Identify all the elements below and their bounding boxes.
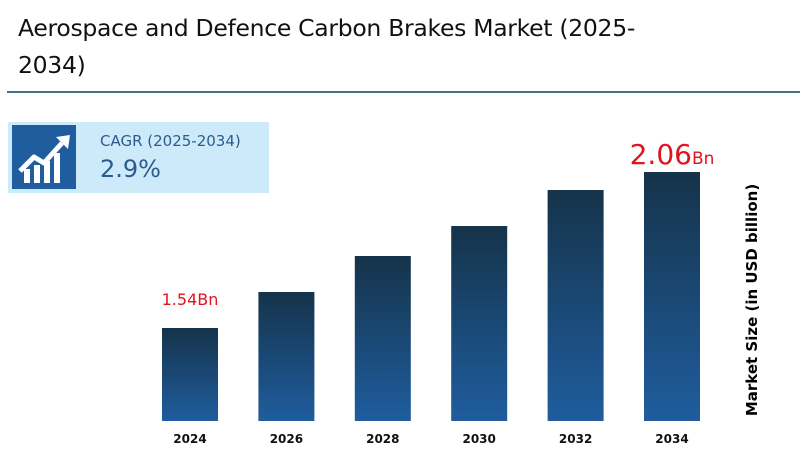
x-tick-label: 2024	[173, 432, 206, 446]
data-label-unit: Bn	[692, 149, 714, 169]
bar-2028	[354, 256, 411, 421]
y-axis-label: Market Size (in USD billion)	[743, 183, 761, 417]
cagr-label: CAGR (2025-2034)	[100, 132, 241, 150]
x-tick-label: 2030	[462, 432, 495, 446]
data-label-value: 2.06	[630, 138, 692, 171]
x-tick-label: 2032	[559, 432, 592, 446]
x-tick-label: 2028	[366, 432, 399, 446]
page-title: Aerospace and Defence Carbon Brakes Mark…	[18, 14, 636, 79]
cagr-value: 2.9%	[100, 155, 161, 183]
data-label-2024: 1.54Bn	[162, 290, 219, 309]
data-label-2034: 2.06Bn	[630, 138, 715, 171]
bar-2030	[451, 226, 508, 421]
growth-chart-icon	[12, 125, 76, 189]
bar-2032	[547, 190, 604, 421]
bar-2024	[162, 328, 218, 421]
bar-2034	[644, 172, 700, 421]
cagr-card: CAGR (2025-2034) 2.9%	[8, 122, 269, 193]
title-divider	[7, 91, 800, 93]
bar-2026	[258, 292, 315, 421]
x-tick-label: 2026	[270, 432, 303, 446]
x-tick-label: 2034	[655, 432, 688, 446]
